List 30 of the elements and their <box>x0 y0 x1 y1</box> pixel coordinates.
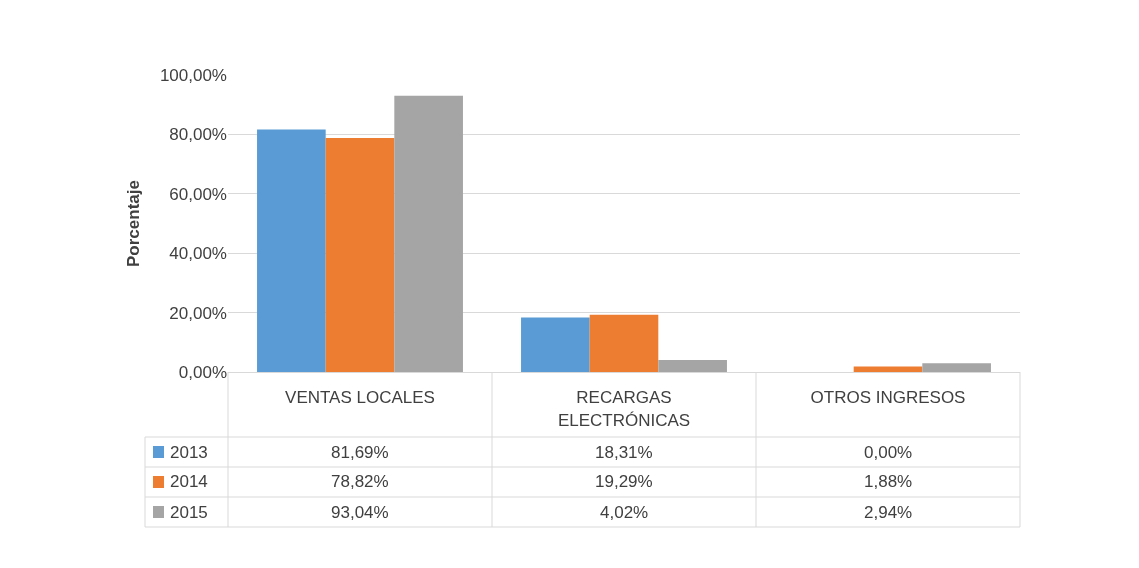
y-tick-label: 0,00% <box>178 362 227 382</box>
x-tick-label: OTROS INGRESOS <box>810 388 966 408</box>
bar <box>325 137 395 372</box>
y-tick-label: 80,00% <box>169 125 227 145</box>
legend-label: 2015 <box>170 503 208 522</box>
data-label: 19,29% <box>595 472 653 491</box>
bar <box>922 363 991 372</box>
bar <box>658 360 727 372</box>
x-tick-label: RECARGAS ELECTRÓNICAS <box>557 388 691 430</box>
data-label: 4,02% <box>600 503 649 522</box>
y-tick-label: 60,00% <box>169 184 227 204</box>
bar <box>394 95 463 372</box>
y-axis-title: Porcentaje <box>124 180 144 267</box>
y-tick-label: 40,00% <box>169 244 227 264</box>
bar <box>521 317 590 372</box>
data-label: 2,94% <box>864 503 913 522</box>
y-tick-label: 20,00% <box>169 303 227 323</box>
legend-label: 2014 <box>170 472 208 491</box>
data-label: 93,04% <box>331 503 389 522</box>
data-label: 81,69% <box>331 443 389 462</box>
data-label: 18,31% <box>595 443 653 462</box>
bar <box>853 366 923 372</box>
data-label: 78,82% <box>331 472 389 491</box>
x-tick-label: VENTAS LOCALES <box>285 388 435 408</box>
y-tick-label: 100,00% <box>159 65 227 85</box>
data-label: 1,88% <box>864 472 913 491</box>
bar <box>589 314 659 372</box>
data-label: 0,00% <box>864 443 913 462</box>
legend-label: 2013 <box>170 443 208 462</box>
bar <box>257 129 326 372</box>
